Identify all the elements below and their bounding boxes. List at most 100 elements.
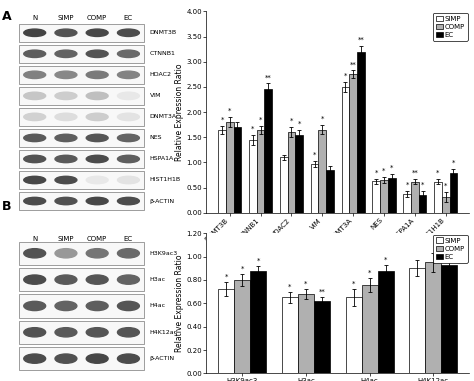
Text: *: * xyxy=(405,182,409,187)
Ellipse shape xyxy=(55,92,77,99)
Ellipse shape xyxy=(118,92,139,99)
Ellipse shape xyxy=(24,301,46,311)
Text: COMP: COMP xyxy=(87,236,107,242)
Bar xyxy=(234,280,250,373)
FancyBboxPatch shape xyxy=(19,268,144,291)
Text: **: ** xyxy=(319,289,325,295)
Bar xyxy=(388,178,396,213)
Bar xyxy=(280,157,288,213)
Ellipse shape xyxy=(86,176,108,184)
Ellipse shape xyxy=(55,50,77,58)
Ellipse shape xyxy=(86,155,108,163)
Bar xyxy=(311,164,319,213)
Bar xyxy=(257,130,264,213)
Ellipse shape xyxy=(55,29,77,37)
Text: β-ACTIN: β-ACTIN xyxy=(150,356,175,361)
Text: *: * xyxy=(452,160,455,165)
Bar xyxy=(298,294,314,373)
Text: **: ** xyxy=(265,74,272,80)
FancyBboxPatch shape xyxy=(19,45,144,63)
Ellipse shape xyxy=(55,134,77,142)
Text: *: * xyxy=(290,118,293,124)
Ellipse shape xyxy=(118,176,139,184)
Text: *: * xyxy=(251,126,255,132)
Bar xyxy=(326,170,334,213)
FancyBboxPatch shape xyxy=(19,86,144,105)
Ellipse shape xyxy=(118,71,139,78)
Ellipse shape xyxy=(86,50,108,58)
Ellipse shape xyxy=(24,354,46,363)
Bar xyxy=(288,132,295,213)
Ellipse shape xyxy=(24,197,46,205)
Text: HDAC2: HDAC2 xyxy=(150,72,172,77)
Bar xyxy=(357,52,365,213)
Bar xyxy=(226,122,234,213)
Text: NES: NES xyxy=(150,135,162,141)
Ellipse shape xyxy=(24,328,46,337)
Ellipse shape xyxy=(55,301,77,311)
Text: *: * xyxy=(374,170,378,176)
Ellipse shape xyxy=(24,155,46,163)
Text: DNMT3B: DNMT3B xyxy=(150,30,177,35)
Text: β-ACTIN: β-ACTIN xyxy=(150,199,175,203)
Y-axis label: Relative Expression Ratio: Relative Expression Ratio xyxy=(174,63,183,161)
Text: *: * xyxy=(437,170,440,176)
Text: H3K9ac3: H3K9ac3 xyxy=(150,251,178,256)
Text: *: * xyxy=(368,269,371,275)
Text: CTNNB1: CTNNB1 xyxy=(150,51,176,56)
Text: *: * xyxy=(288,283,292,289)
Text: *: * xyxy=(298,121,301,127)
Text: COMP: COMP xyxy=(87,16,107,21)
Bar xyxy=(410,268,426,373)
FancyBboxPatch shape xyxy=(19,192,144,210)
Text: **: ** xyxy=(357,37,364,43)
Ellipse shape xyxy=(24,71,46,78)
Legend: SIMP, COMP, EC: SIMP, COMP, EC xyxy=(433,235,468,263)
Bar xyxy=(426,263,441,373)
Ellipse shape xyxy=(24,50,46,58)
Bar xyxy=(250,271,266,373)
FancyBboxPatch shape xyxy=(19,347,144,370)
Text: *: * xyxy=(220,117,224,123)
FancyBboxPatch shape xyxy=(19,108,144,126)
Ellipse shape xyxy=(55,354,77,363)
Text: *: * xyxy=(259,117,262,123)
Ellipse shape xyxy=(86,71,108,78)
FancyBboxPatch shape xyxy=(19,129,144,147)
Bar xyxy=(295,135,303,213)
Ellipse shape xyxy=(118,29,139,37)
Ellipse shape xyxy=(86,29,108,37)
Bar xyxy=(373,181,380,213)
Bar xyxy=(342,87,349,213)
Text: EC: EC xyxy=(124,16,133,21)
Text: H3ac: H3ac xyxy=(150,277,166,282)
Text: *: * xyxy=(344,73,347,79)
Text: *: * xyxy=(390,165,393,171)
Ellipse shape xyxy=(118,155,139,163)
FancyBboxPatch shape xyxy=(19,242,144,265)
Ellipse shape xyxy=(55,249,77,258)
Ellipse shape xyxy=(118,249,139,258)
Text: H4K12ac: H4K12ac xyxy=(150,330,178,335)
Ellipse shape xyxy=(24,29,46,37)
Bar xyxy=(314,301,330,373)
Bar xyxy=(319,130,326,213)
Ellipse shape xyxy=(55,155,77,163)
Ellipse shape xyxy=(55,176,77,184)
Ellipse shape xyxy=(118,328,139,337)
Text: **: ** xyxy=(350,61,356,67)
Text: HSPA1A: HSPA1A xyxy=(150,157,174,162)
Text: *: * xyxy=(421,182,424,188)
Ellipse shape xyxy=(86,92,108,99)
Ellipse shape xyxy=(55,328,77,337)
Ellipse shape xyxy=(86,354,108,363)
Text: DNMT3A: DNMT3A xyxy=(150,114,177,119)
Text: *: * xyxy=(240,266,244,272)
Bar xyxy=(403,194,411,213)
Text: EC: EC xyxy=(124,236,133,242)
Text: *: * xyxy=(313,152,316,158)
Ellipse shape xyxy=(86,301,108,311)
Ellipse shape xyxy=(86,328,108,337)
Text: *: * xyxy=(320,116,324,122)
Bar xyxy=(249,140,257,213)
